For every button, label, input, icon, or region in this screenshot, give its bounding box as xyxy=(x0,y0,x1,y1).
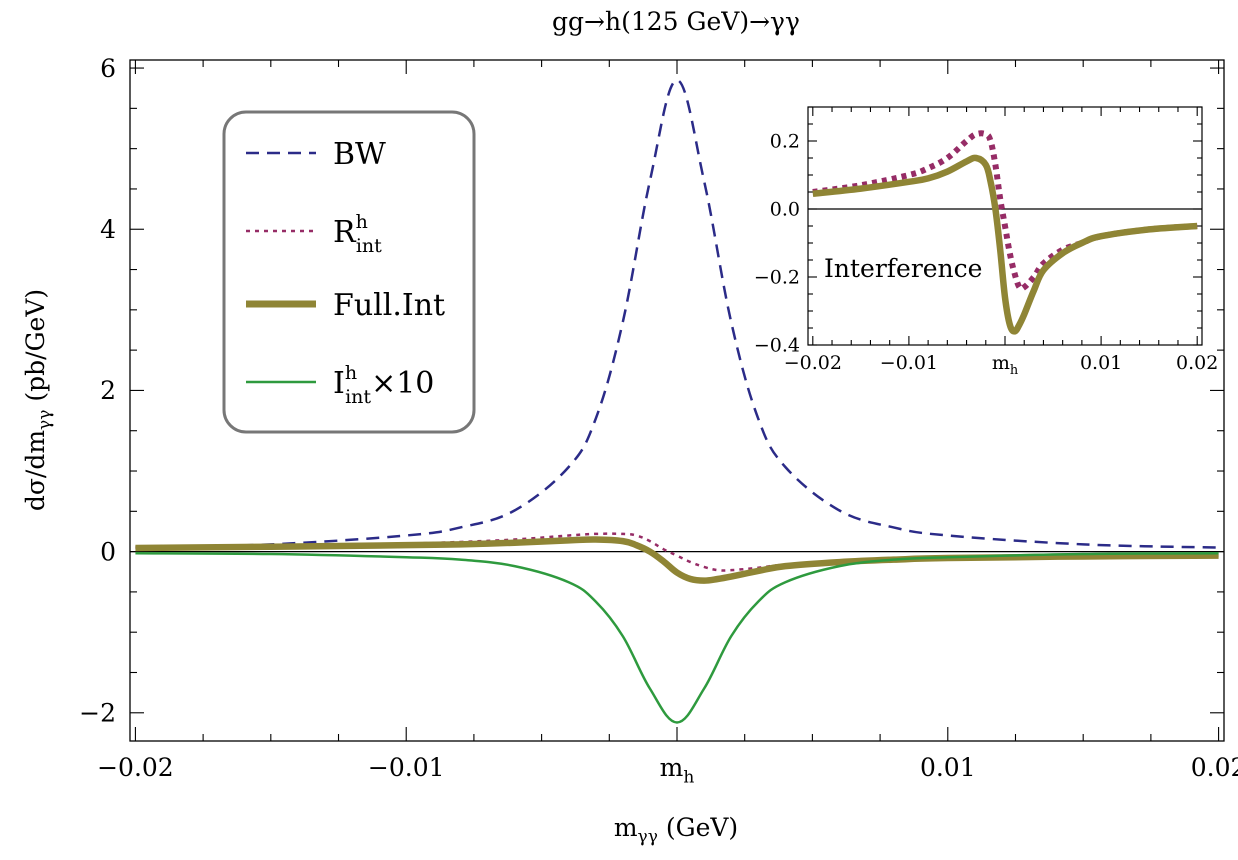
legend-label-bw: BW xyxy=(333,137,386,172)
legend-label-rint: Rh int xyxy=(333,211,382,257)
inset-annotation: Interference xyxy=(824,254,982,283)
main-series-group xyxy=(135,78,1219,724)
main-x-tick-label-text: 0.02 xyxy=(1191,753,1238,782)
main-x-tick-label: 0.01 xyxy=(920,753,976,782)
legend: BW Rh int Full.Int Ih int×10 xyxy=(222,110,476,434)
legend-label-iint-sup: h xyxy=(345,362,357,384)
inset-series-line-solid-thick-1 xyxy=(812,154,1198,335)
inset-x-tick-label-text: −0.01 xyxy=(880,352,938,374)
chart-title: gg→h(125 GeV)→γγ xyxy=(552,7,800,36)
main-x-tick-label: −0.02 xyxy=(97,753,174,782)
inset-x-tick-label: mh xyxy=(992,352,1018,378)
legend-box xyxy=(222,110,476,434)
inset-series-group xyxy=(812,130,1198,335)
x-axis-label-main: m xyxy=(614,813,638,842)
main-y-tick-label: 2 xyxy=(100,376,116,405)
legend-label-iint-sub: int xyxy=(345,386,371,408)
main-x-tick-label-text: −0.02 xyxy=(97,753,174,782)
legend-label-iint-main: I xyxy=(333,366,345,401)
legend-label-iint: Ih int×10 xyxy=(333,362,434,408)
inset-y-tick-label: 0.2 xyxy=(770,131,800,153)
inset-x-tick-label: −0.02 xyxy=(784,352,842,374)
legend-label-rint-main: R xyxy=(333,215,357,250)
x-axis-label-sub: γγ xyxy=(638,827,658,847)
main-y-tick-label: 4 xyxy=(100,215,116,244)
main-x-tick-label: 0.02 xyxy=(1191,753,1238,782)
inset-axes: −0.02 −0.01 mh 0.01 0.02 −0.4 −0.2 0.0 0.2 xyxy=(754,106,1218,378)
main-x-tick-label: mh xyxy=(660,753,695,787)
inset-x-tick-label-text: −0.02 xyxy=(784,352,842,374)
main-y-tick-label: 0 xyxy=(100,537,116,566)
y-axis-label-main: dσ/dm xyxy=(21,430,50,511)
legend-label-rint-sub: int xyxy=(356,235,382,257)
main-x-tick-label-text: −0.01 xyxy=(368,753,445,782)
x-axis-label: mγγ (GeV) xyxy=(614,813,738,847)
main-series-line-full-int xyxy=(135,536,1219,584)
main-y-tick-label: 6 xyxy=(100,54,116,83)
x-axis-label-unit: (GeV) xyxy=(666,813,738,842)
legend-label-iint-suffix: ×10 xyxy=(371,366,434,401)
inset-x-tick-label-text: 0.02 xyxy=(1176,352,1218,374)
inset-x-tick-label: 0.02 xyxy=(1176,352,1218,374)
inset-y-tick-label: −0.4 xyxy=(754,335,800,357)
y-axis-label-unit: (pb/GeV) xyxy=(21,289,50,402)
inset-x-tick-label: −0.01 xyxy=(880,352,938,374)
legend-label-fullint: Full.Int xyxy=(333,288,445,323)
main-series-line-i xyxy=(135,551,1219,724)
inset-x-tick-label-text: m xyxy=(992,352,1010,374)
main-x-tick-label-text: m xyxy=(660,753,684,782)
y-axis-label-sub: γγ xyxy=(35,410,55,430)
inset-x-tick-label-sub: h xyxy=(1010,363,1018,378)
main-x-tick-label-sub: h xyxy=(683,767,694,787)
y-axis-label: dσ/dmγγ (pb/GeV) xyxy=(21,289,55,511)
inset-y-tick-label: 0.0 xyxy=(770,199,800,221)
main-y-tick-label: −2 xyxy=(79,699,116,728)
inset-y-tick-label: −0.2 xyxy=(754,267,800,289)
main-x-tick-label-text: 0.01 xyxy=(920,753,976,782)
main-series-line-bw xyxy=(135,78,1219,549)
main-x-tick-label: −0.01 xyxy=(368,753,445,782)
inset-x-tick-label: 0.01 xyxy=(1080,352,1122,374)
legend-label-rint-sup: h xyxy=(356,211,368,233)
inset-x-tick-label-text: 0.01 xyxy=(1080,352,1122,374)
